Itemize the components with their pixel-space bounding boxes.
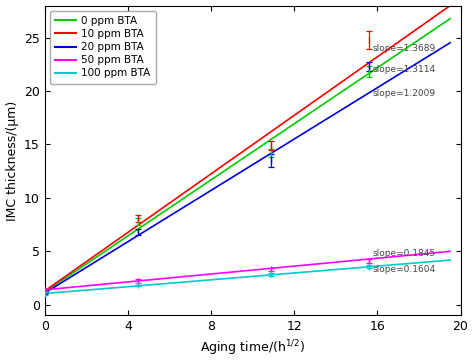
Legend: 0 ppm BTA, 10 ppm BTA, 20 ppm BTA, 50 ppm BTA, 100 ppm BTA: 0 ppm BTA, 10 ppm BTA, 20 ppm BTA, 50 pp… (50, 11, 156, 84)
X-axis label: Aging time/(h$^{1/2}$): Aging time/(h$^{1/2}$) (200, 339, 305, 359)
Text: slope=1.3114: slope=1.3114 (372, 65, 435, 74)
Y-axis label: IMC thickness/(μm): IMC thickness/(μm) (6, 100, 18, 221)
Text: slope=0.1845: slope=0.1845 (372, 249, 435, 258)
Text: slope=1.3689: slope=1.3689 (372, 44, 436, 53)
Text: slope=0.1604: slope=0.1604 (372, 265, 435, 274)
Text: slope=1.2009: slope=1.2009 (372, 89, 435, 98)
